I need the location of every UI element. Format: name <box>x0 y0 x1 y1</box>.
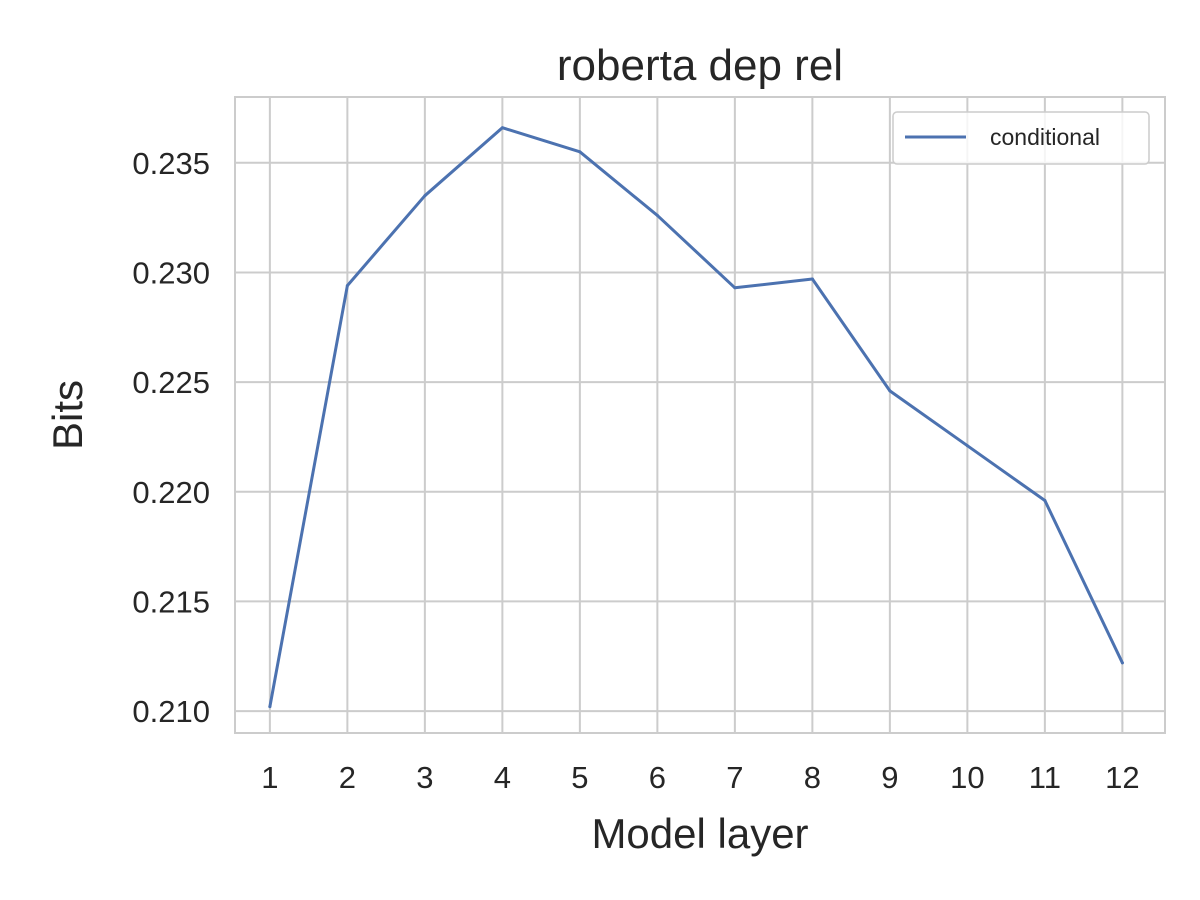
data-point <box>965 444 969 448</box>
y-tick-label: 0.215 <box>132 584 210 619</box>
x-tick-label: 3 <box>416 760 433 795</box>
data-point <box>655 213 659 217</box>
data-point <box>1120 661 1124 665</box>
y-tick-label: 0.210 <box>132 694 210 729</box>
y-axis-label: Bits <box>44 380 91 450</box>
chart-title: roberta dep rel <box>557 41 843 90</box>
legend: conditional <box>892 111 1150 165</box>
data-point <box>500 126 504 130</box>
x-axis-label: Model layer <box>591 810 808 857</box>
data-point <box>733 286 737 290</box>
y-tick-label: 0.220 <box>132 475 210 510</box>
x-tick-label: 1 <box>261 760 278 795</box>
series-line-conditional <box>268 126 1124 709</box>
series-layer <box>268 126 1124 709</box>
grid-lines <box>235 97 1165 733</box>
y-tick-label: 0.230 <box>132 255 210 290</box>
x-tick-label: 2 <box>339 760 356 795</box>
y-tick-labels: 0.210 0.215 0.220 0.225 0.230 0.235 <box>132 146 210 729</box>
x-tick-label: 9 <box>881 760 898 795</box>
data-point <box>268 705 272 709</box>
x-tick-label: 12 <box>1105 760 1139 795</box>
y-tick-label: 0.235 <box>132 146 210 181</box>
x-tick-label: 8 <box>804 760 821 795</box>
data-point <box>810 277 814 281</box>
data-point <box>423 194 427 198</box>
x-tick-label: 7 <box>726 760 743 795</box>
x-tick-label: 4 <box>494 760 511 795</box>
legend-label-conditional: conditional <box>990 124 1100 150</box>
x-tick-label: 6 <box>649 760 666 795</box>
y-tick-label: 0.225 <box>132 365 210 400</box>
data-point <box>1043 499 1047 503</box>
x-tick-label: 10 <box>950 760 984 795</box>
data-point <box>578 150 582 154</box>
x-tick-label: 11 <box>1029 760 1061 795</box>
legend-box <box>892 111 1150 165</box>
data-point <box>345 284 349 288</box>
data-point <box>888 389 892 393</box>
x-tick-labels: 1 2 3 4 5 6 7 8 9 10 11 12 <box>261 760 1139 795</box>
plot-frame <box>234 96 1166 734</box>
x-tick-label: 5 <box>571 760 588 795</box>
